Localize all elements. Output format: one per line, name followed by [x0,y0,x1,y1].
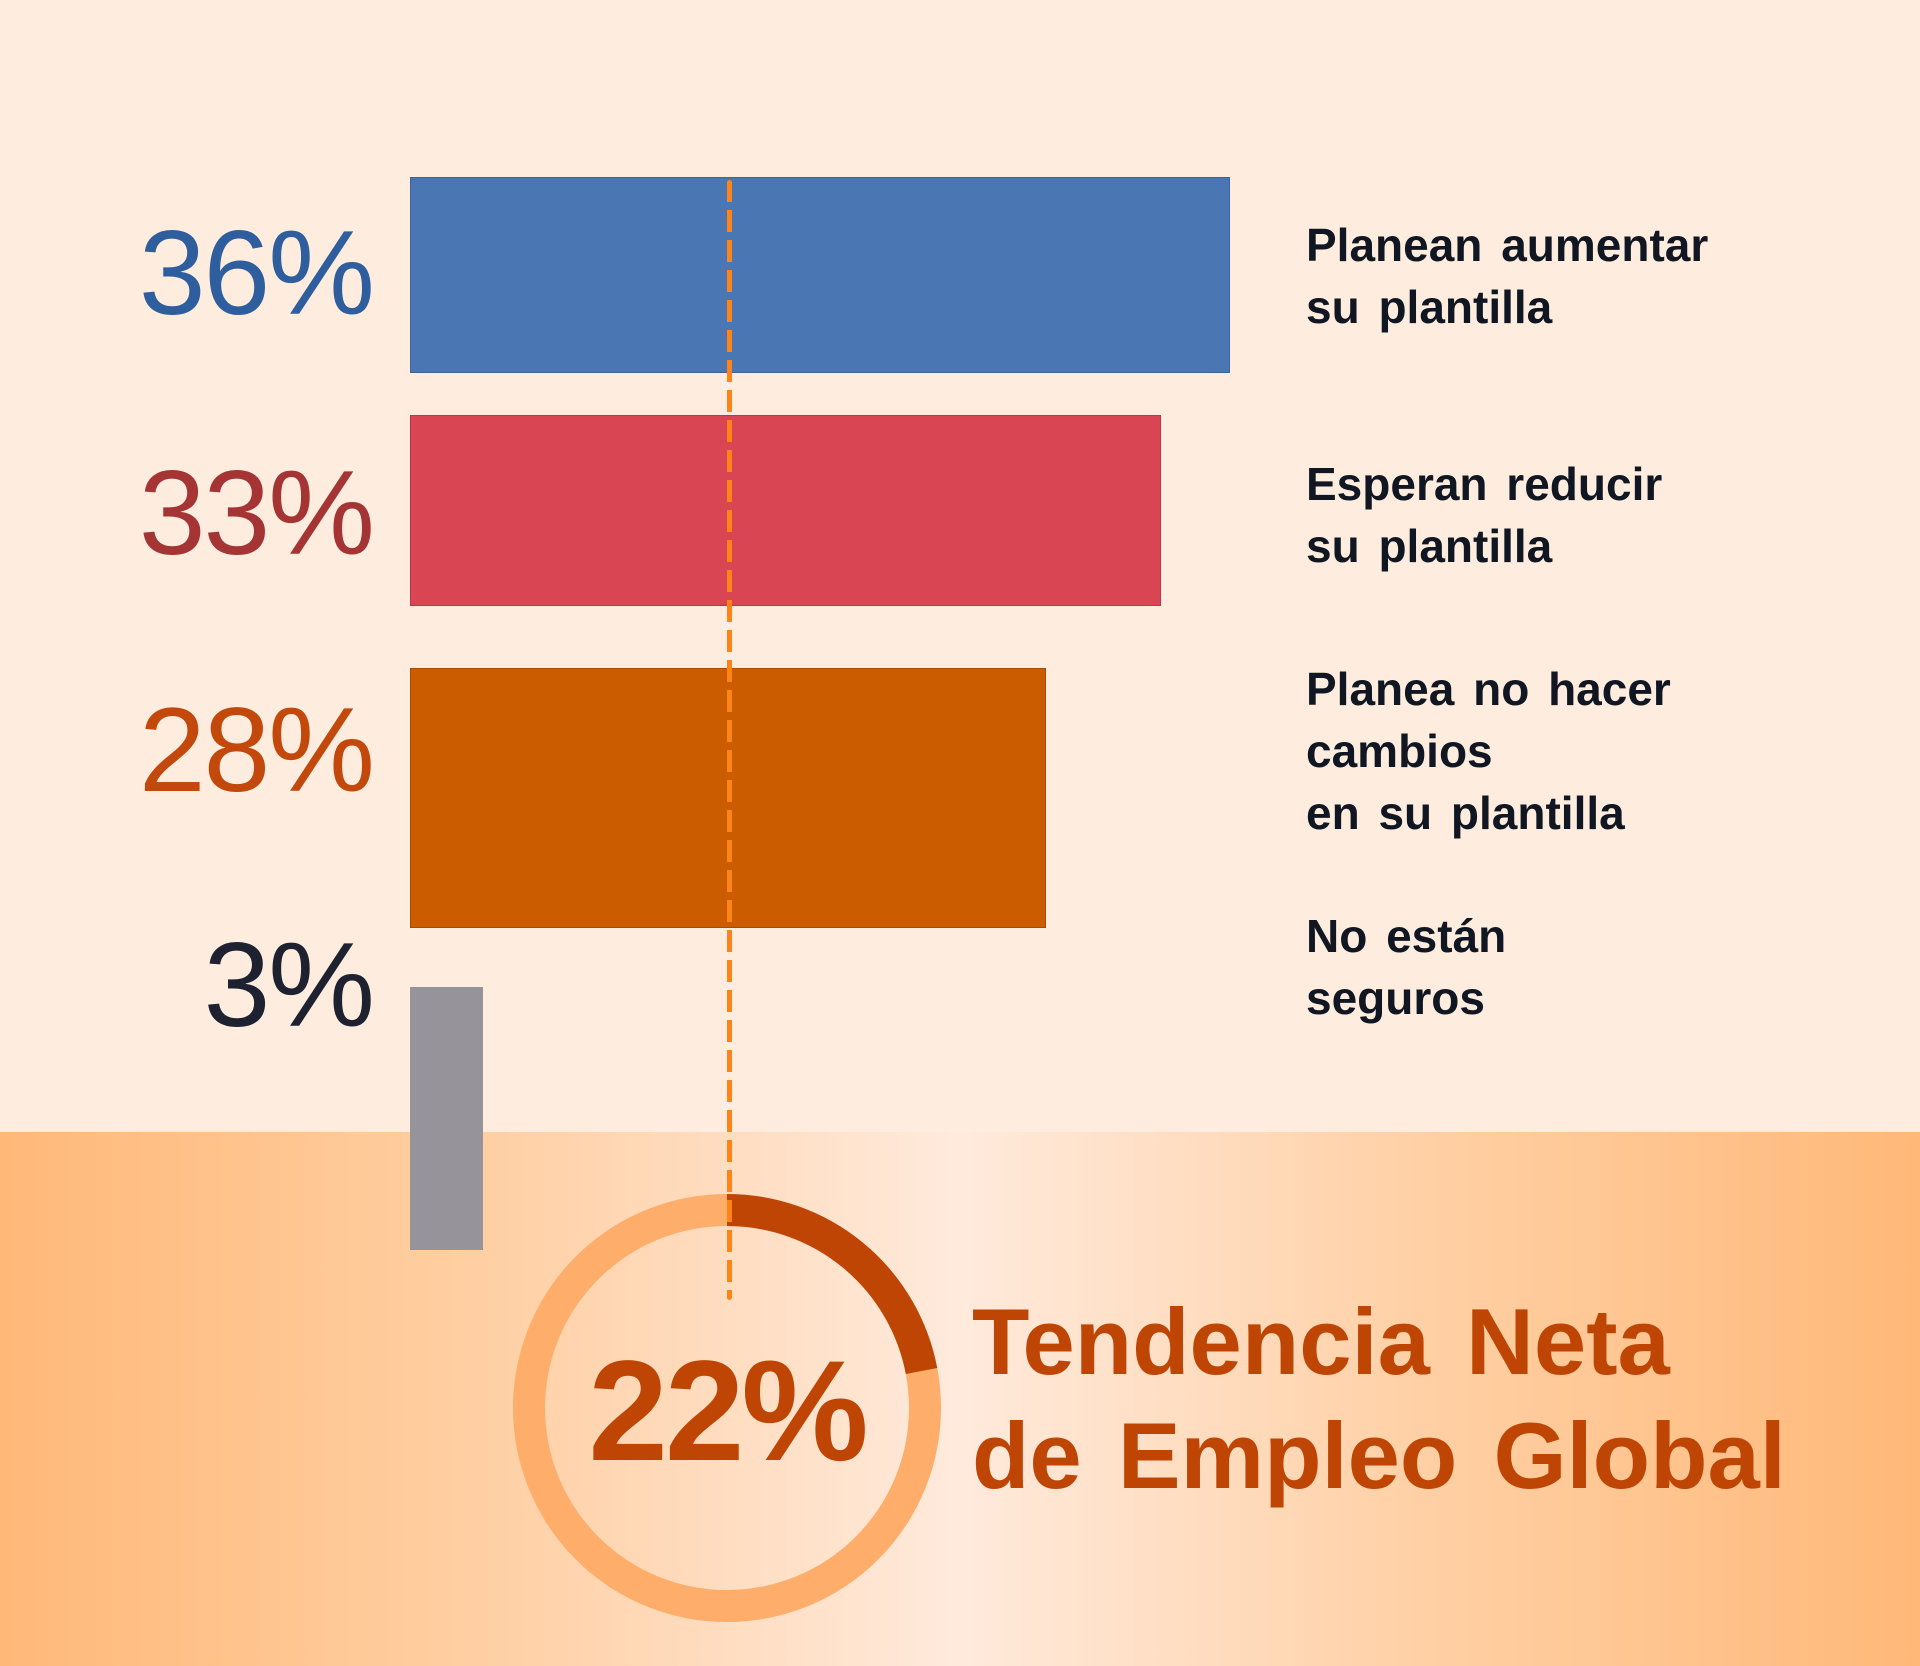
pct-label-sin-cambios: 28% [138,683,375,817]
category-label-sin-cambios: Planea no hacer cambios en su plantilla [1306,663,1671,839]
net-title: Tendencia Neta de Empleo Global [972,1289,1786,1508]
bar-reducir [410,415,1161,606]
pct-label-reducir: 33% [138,446,375,580]
bar-no-seguros [410,987,483,1250]
bar-aumentar [410,177,1230,373]
net-value: 22% [588,1332,868,1491]
summary-band [0,1132,1920,1666]
net-trend-dashed-line [727,180,732,1300]
category-label-no-seguros: No están seguros [1306,910,1507,1024]
pct-label-no-seguros: 3% [203,918,375,1052]
category-label-reducir: Esperan reducir su plantilla [1306,458,1663,572]
category-label-aumentar: Planean aumentar su plantilla [1306,219,1709,333]
pct-label-aumentar: 36% [138,206,375,340]
